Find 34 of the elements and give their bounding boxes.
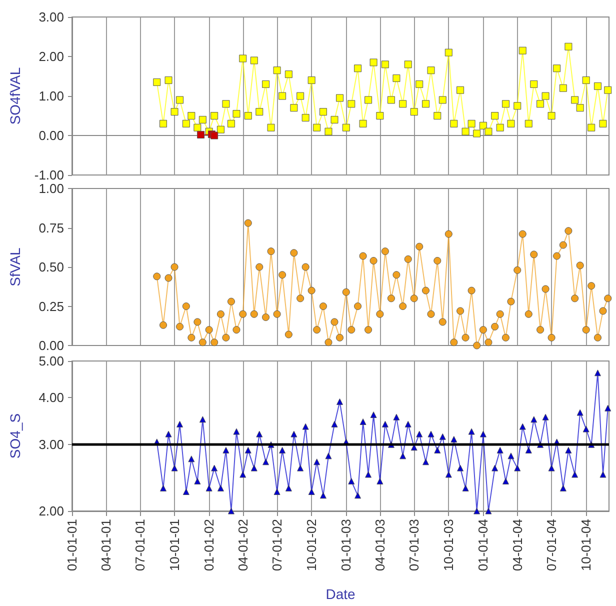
y-tick-label: 0.50 — [38, 260, 64, 274]
x-tick-label: 04-01-01 — [98, 519, 114, 572]
y-tick-label: 3.00 — [38, 10, 64, 24]
x-tick-label: 10-01-04 — [578, 519, 594, 572]
y-tick-label: -1.00 — [34, 168, 64, 182]
y-axis-title: SfVAL — [7, 247, 23, 286]
y-tick-label: 2.00 — [38, 49, 64, 64]
x-tick-label: 04-01-03 — [372, 519, 388, 572]
x-axis-title: Date — [326, 586, 356, 602]
y-tick-label: 0.00 — [38, 338, 64, 353]
y-tick-label: 3.00 — [38, 437, 64, 452]
y-axis-title: SO4fVAL — [7, 67, 23, 125]
y-tick-label: 0.75 — [38, 220, 64, 236]
y-tick-label: 4.00 — [38, 390, 64, 406]
x-tick-label: 04-01-02 — [235, 519, 250, 572]
y-tick-label: 0.25 — [38, 298, 64, 314]
x-tick-label: 10-01-02 — [304, 519, 320, 572]
x-tick-label: 01-01-01 — [64, 519, 80, 572]
x-tick-label: 10-01-01 — [167, 519, 182, 572]
x-tick-label: 07-01-03 — [406, 519, 422, 572]
y-axis-title: SO4_S — [7, 413, 23, 459]
x-tick-label: 04-01-04 — [510, 519, 525, 572]
y-tick-label: 2.00 — [38, 504, 64, 518]
x-tick-label: 07-01-01 — [132, 519, 148, 572]
y-tick-label: 1.00 — [38, 88, 64, 104]
y-tick-label: 5.00 — [38, 354, 64, 368]
x-tick-label: 07-01-04 — [544, 519, 560, 572]
y-tick-label: 0.00 — [38, 128, 64, 143]
x-tick-label: 10-01-03 — [441, 519, 456, 572]
x-tick-label: 01-01-02 — [202, 519, 217, 572]
y-tick-label: 1.00 — [38, 181, 64, 196]
x-tick-label: 01-01-03 — [338, 519, 354, 572]
x-tick-label: 07-01-02 — [270, 519, 285, 572]
x-tick-label: 01-01-04 — [476, 519, 491, 572]
